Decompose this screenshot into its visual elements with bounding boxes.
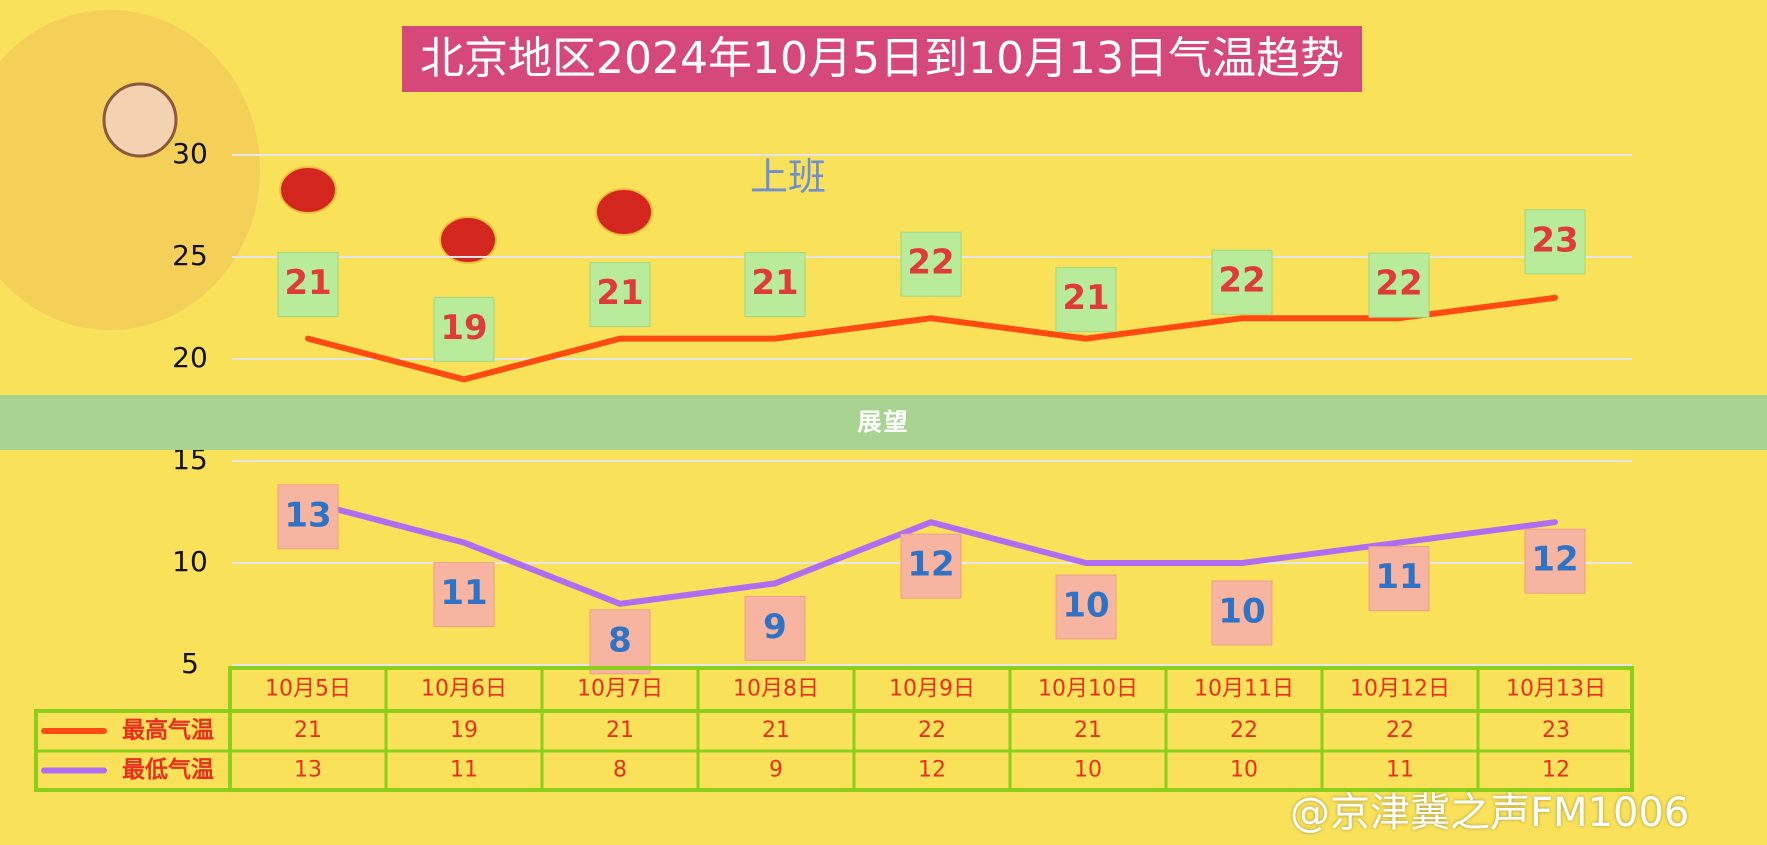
low-label-box [277,484,339,550]
table-frame [228,666,1634,792]
high-temp-line [305,294,1558,383]
low-label-box [589,609,651,675]
low-label-box [1524,528,1586,594]
low-data-label: 8 [608,620,632,660]
decoration-layer: 上班 [0,10,826,330]
table-value-cell: 21 [762,718,790,743]
table-header-cell: 10月9日 [889,677,975,702]
table-header-cell: 10月7日 [577,677,663,702]
low-data-label: 11 [440,573,487,613]
high-data-label: 23 [1531,220,1578,260]
low-data-label: 12 [907,545,954,585]
table-value-cell: 21 [294,718,322,743]
high-label-box [900,231,962,297]
low-label-box [744,595,806,661]
table-value-cell: 21 [606,718,634,743]
low-label-box [900,533,962,599]
y-tick-label: 20 [172,341,208,374]
low-data-label: 9 [763,607,787,647]
legend-low-label: 最低气温 [122,756,214,783]
legend-high-label: 最高气温 [122,717,214,744]
table-header-cell: 10月11日 [1194,677,1294,702]
high-label-box [589,262,651,328]
table-value-cell: 19 [450,718,478,743]
lantern-icon [595,188,653,236]
table-header-cell: 10月12日 [1350,677,1450,702]
table-value-cell: 23 [1542,718,1570,743]
y-tick-label: 25 [172,239,208,272]
low-data-label: 12 [1531,540,1578,580]
low-label-box [1368,546,1430,612]
table-value-cell: 10 [1230,758,1258,783]
high-label-box [1211,249,1273,315]
table-header-cell: 10月10日 [1038,677,1138,702]
high-label-box [433,296,495,362]
series-layer [305,294,1558,607]
watermark-text: @京津冀之声FM1006 [1290,790,1690,836]
high-label-box [277,252,339,318]
data-labels-layer: 21 19 21 21 22 21 22 22 23 13 11 8 9 12 10 10 11 12 [277,209,1586,675]
low-label-box [1055,574,1117,640]
high-data-label: 21 [751,263,798,303]
low-label-box [1211,580,1273,646]
y-tick-label: 30 [172,137,208,170]
table-value-cell: 22 [1230,718,1258,743]
low-data-label: 10 [1062,586,1109,626]
table-value-cell: 22 [1386,718,1414,743]
table-value-cell: 11 [450,758,478,783]
table-header-cell: 10月5日 [265,677,351,702]
table-value-cell: 10 [1074,758,1102,783]
table-value-cell: 21 [1074,718,1102,743]
table-value-cell: 22 [918,718,946,743]
table-value-cell: 8 [613,758,627,783]
high-label-box [1055,267,1117,333]
high-data-label: 22 [1218,261,1265,301]
high-label-box [744,252,806,318]
stamp-text: 上班 [750,155,826,199]
table-value-cell: 11 [1386,758,1414,783]
high-data-label: 21 [284,263,331,303]
table-value-cell: 13 [294,758,322,783]
table-header-cell: 10月13日 [1506,677,1606,702]
overlay-banner: 展望 [0,395,1767,450]
table-value-cell: 9 [769,758,783,783]
data-table: 10月5日 10月6日 10月7日 10月8日 10月9日 10月10日 10月11日 10月… [34,666,1634,792]
high-data-label: 19 [440,308,487,348]
high-data-label: 21 [596,273,643,313]
high-data-label: 21 [1062,278,1109,318]
autumn-leaves-illustration [0,10,260,330]
table-header-cell: 10月8日 [733,677,819,702]
high-data-label: 22 [1375,264,1422,304]
y-tick-label: 5 [181,647,199,680]
table-value-cell: 12 [1542,758,1570,783]
low-data-label: 13 [284,495,331,535]
table-value-cell: 12 [918,758,946,783]
high-label-box [1368,252,1430,318]
y-tick-label: 10 [172,545,208,578]
sleeping-girl-illustration [102,82,178,158]
low-temp-line [305,498,1558,607]
high-label-box [1524,209,1586,275]
low-label-box [433,562,495,628]
low-data-label: 10 [1218,592,1265,632]
table-header-cell: 10月6日 [421,677,507,702]
lantern-icon [439,216,497,264]
chart-title: 北京地区2024年10月5日到10月13日气温趋势 [402,26,1362,92]
lantern-icon [279,166,337,214]
low-data-label: 11 [1375,557,1422,597]
high-data-label: 22 [907,243,954,283]
